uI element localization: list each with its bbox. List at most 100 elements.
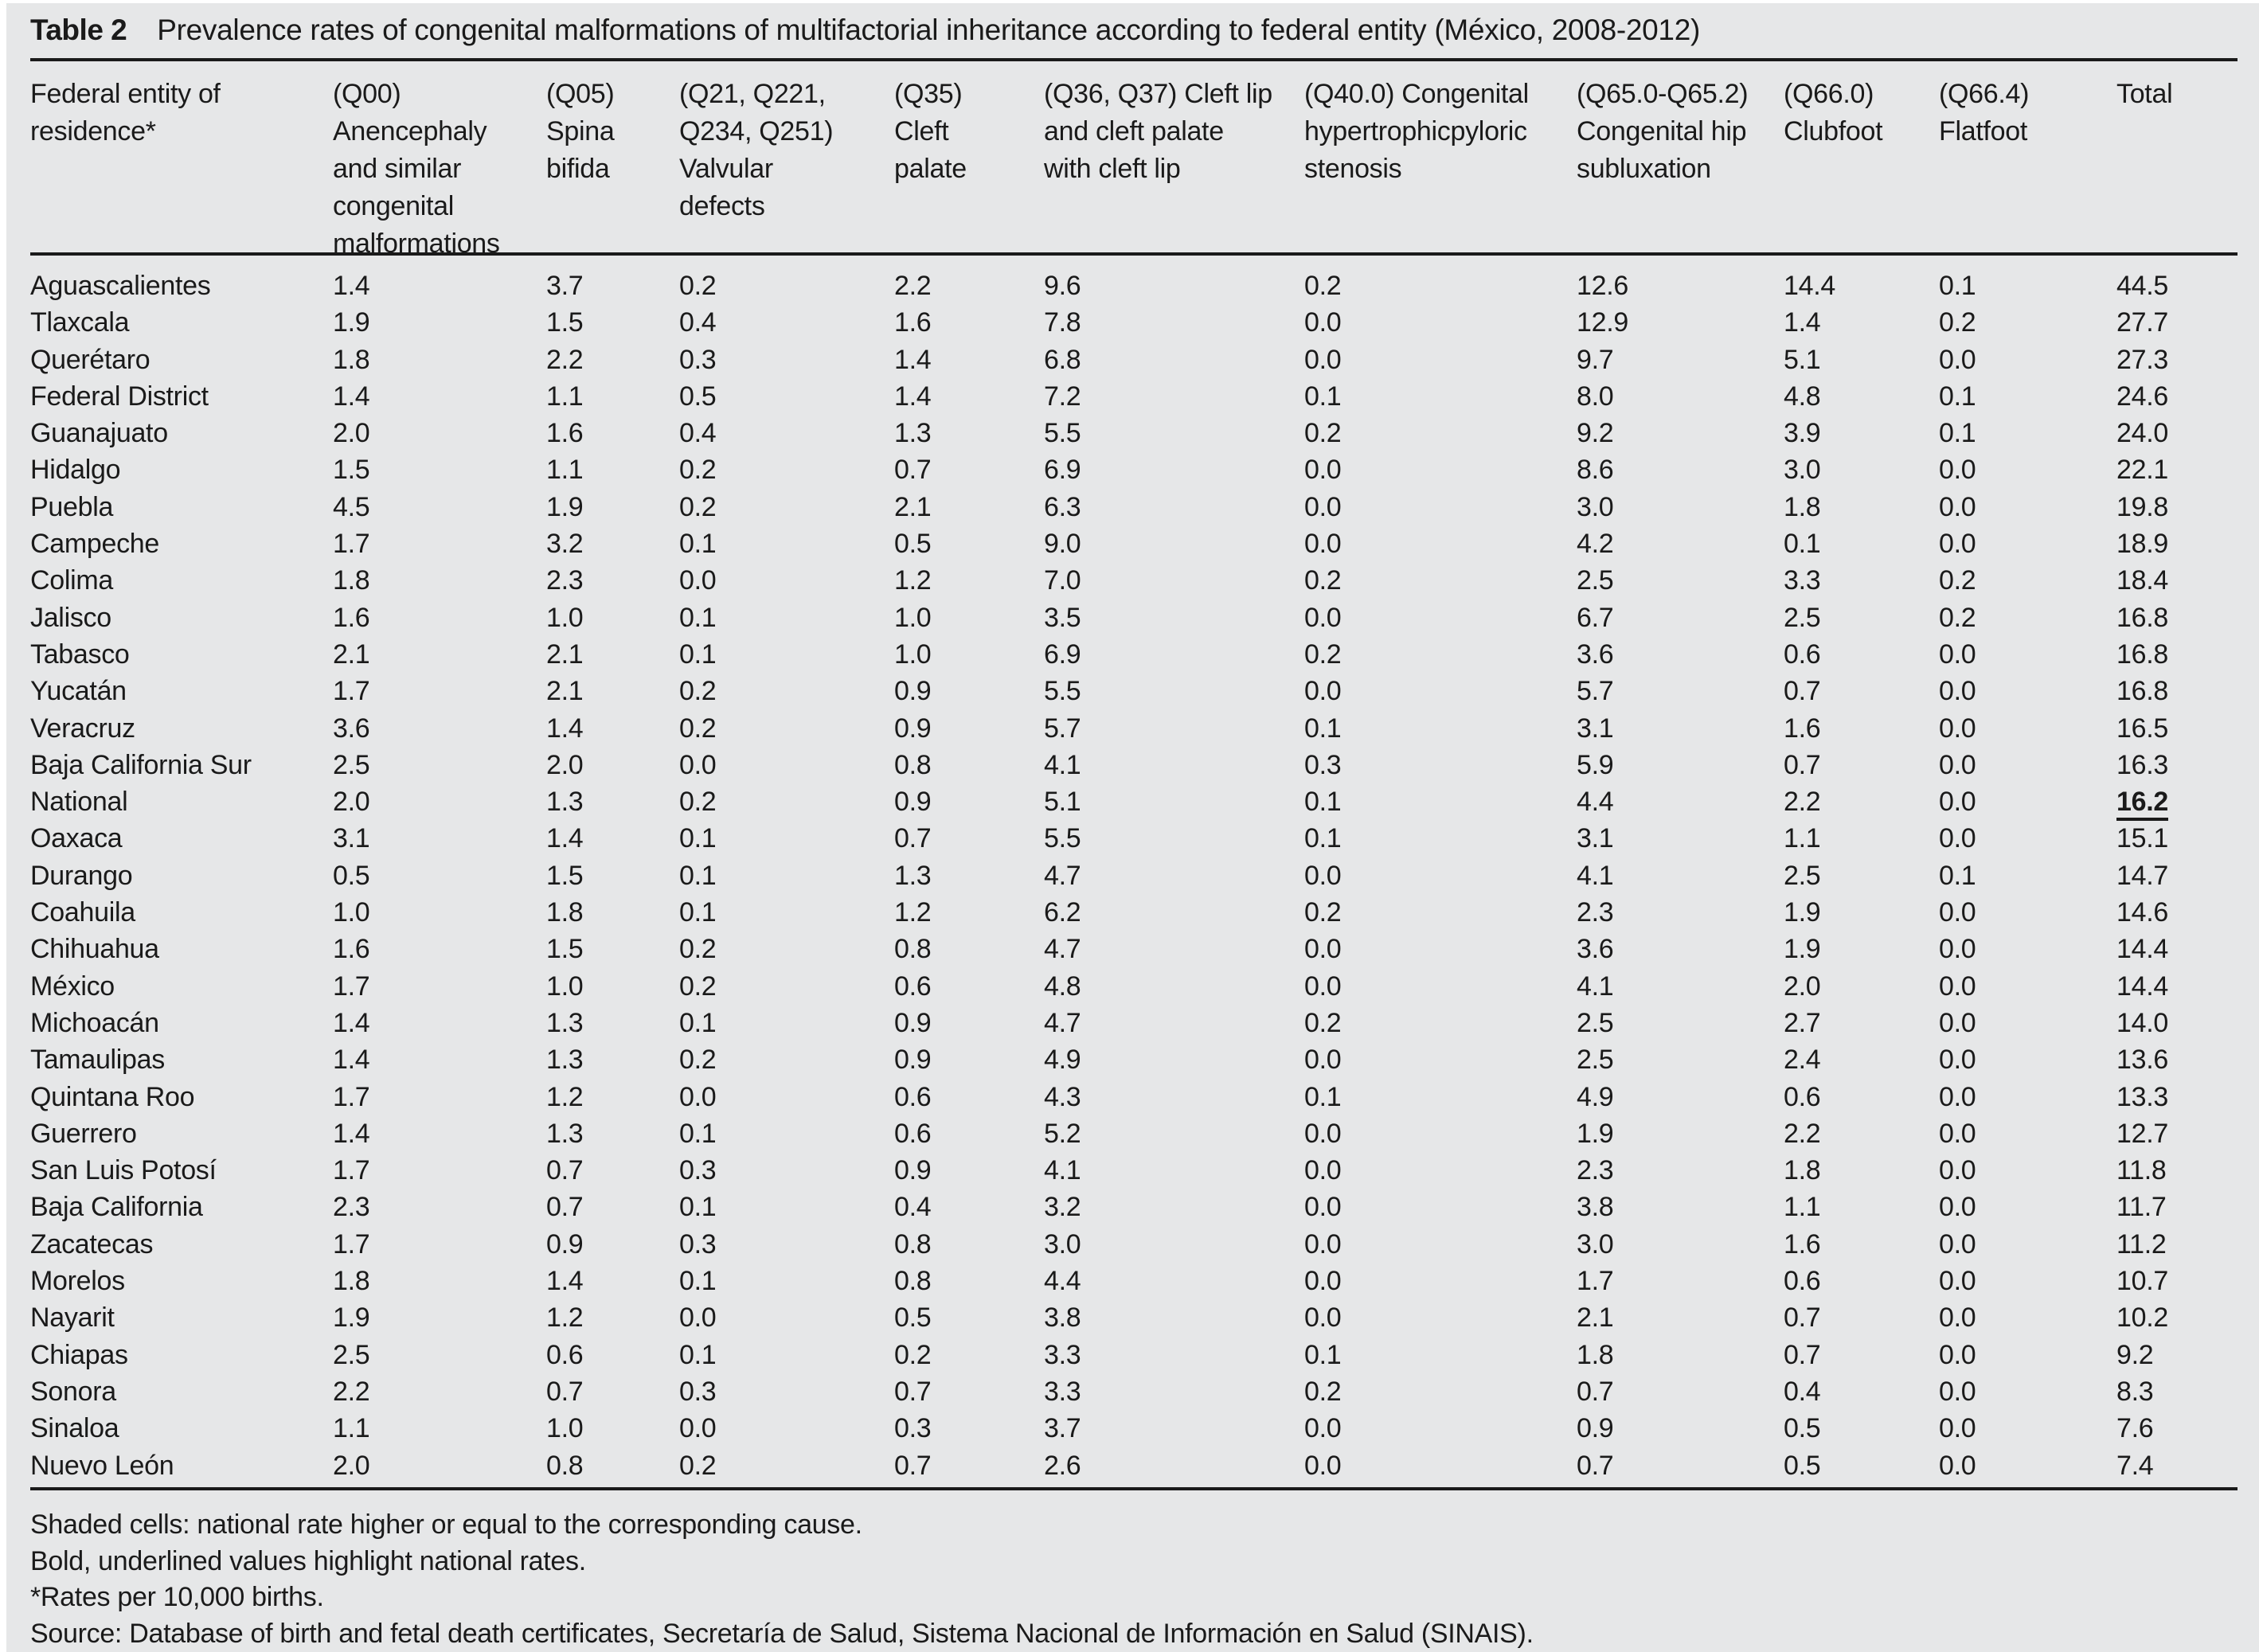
value-cell: 0.0 [1304, 1266, 1342, 1297]
value-cell: 0.7 [894, 823, 932, 854]
table-body: Aguascalientes 1.4 3.7 0.2 2.2 9.6 0.2 12.6 14.4… [30, 268, 2238, 1484]
value-cell: 2.4 [1784, 1045, 1821, 1076]
value-cell: 3.0 [1577, 491, 1614, 522]
total-cell: 9.2 [2116, 1339, 2154, 1370]
value-cell: 0.9 [894, 1155, 932, 1186]
value-cell: 2.3 [546, 565, 584, 596]
entity-cell: Tamaulipas [30, 1045, 165, 1076]
value-cell: 0.0 [1939, 713, 1976, 744]
value-cell: 3.7 [546, 271, 584, 301]
value-cell: 3.3 [1044, 1339, 1081, 1370]
column-header-line: (Q05) [546, 79, 615, 109]
value-cell: 0.0 [1304, 1302, 1342, 1334]
value-cell: 0.7 [546, 1155, 584, 1186]
value-cell: 4.2 [1577, 529, 1614, 560]
entity-cell: Morelos [30, 1266, 125, 1297]
value-cell: 0.7 [894, 1376, 932, 1407]
value-cell: 0.0 [1939, 1081, 1976, 1112]
value-cell: 0.1 [679, 1192, 717, 1223]
value-cell: 0.1 [1304, 381, 1342, 412]
column-header-line: congenital [333, 191, 455, 221]
value-cell: 0.7 [894, 1450, 932, 1481]
value-cell: 4.1 [1044, 1155, 1081, 1186]
value-cell: 1.4 [546, 823, 584, 854]
value-cell: 0.2 [1304, 565, 1342, 596]
column-header-line: with cleft lip [1044, 154, 1181, 184]
value-cell: 0.1 [1784, 529, 1821, 560]
value-cell: 4.7 [1044, 934, 1081, 965]
column-header-total: Total [2116, 76, 2238, 263]
total-cell: 7.6 [2116, 1413, 2154, 1444]
table-header-row: Federal entity of residence* (Q00) Anenceph… [30, 76, 2238, 263]
value-cell: 1.9 [546, 491, 584, 522]
column-header-line: Cleft [894, 116, 949, 146]
value-cell: 0.7 [1784, 676, 1821, 707]
entity-cell: Coahuila [30, 897, 135, 928]
value-cell: 0.0 [679, 749, 717, 780]
value-cell: 4.7 [1044, 860, 1081, 891]
value-cell: 5.1 [1784, 344, 1821, 375]
column-header-line: hypertrophicpyloric [1304, 116, 1527, 146]
total-cell: 14.6 [2116, 897, 2168, 928]
value-cell: 0.6 [894, 1118, 932, 1149]
entity-cell: Michoacán [30, 1007, 159, 1038]
value-cell: 1.9 [1577, 1118, 1614, 1149]
value-cell: 0.2 [1304, 418, 1342, 449]
entity-cell: Sonora [30, 1376, 116, 1407]
value-cell: 1.1 [333, 1413, 370, 1444]
value-cell: 2.5 [333, 1339, 370, 1370]
value-cell: 0.7 [1577, 1376, 1614, 1407]
value-cell: 2.1 [1577, 1302, 1614, 1334]
value-cell: 0.9 [894, 713, 932, 744]
value-cell: 1.4 [1784, 307, 1821, 338]
value-cell: 0.2 [1304, 1007, 1342, 1038]
value-cell: 4.5 [333, 491, 370, 522]
value-cell: 9.2 [1577, 418, 1614, 449]
total-cell: 27.7 [2116, 307, 2168, 338]
entity-cell: Baja California Sur [30, 749, 252, 780]
value-cell: 1.6 [1784, 713, 1821, 744]
value-cell: 6.8 [1044, 344, 1081, 375]
value-cell: 2.3 [1577, 897, 1614, 928]
value-cell: 1.4 [333, 271, 370, 301]
column-header-line: palate [894, 154, 967, 184]
value-cell: 0.6 [1784, 1266, 1821, 1297]
value-cell: 1.3 [894, 860, 932, 891]
value-cell: 3.0 [1044, 1228, 1081, 1260]
column-header-q35: (Q35) Cleft palate [894, 76, 1044, 263]
value-cell: 1.0 [894, 602, 932, 633]
total-cell: 11.8 [2116, 1155, 2167, 1186]
total-cell: 14.4 [2116, 934, 2168, 965]
value-cell: 1.7 [333, 529, 370, 560]
value-cell: 3.1 [1577, 713, 1614, 744]
value-cell: 0.1 [1304, 1339, 1342, 1370]
value-cell: 0.0 [1939, 1155, 1976, 1186]
value-cell: 1.9 [1784, 934, 1821, 965]
value-cell: 5.2 [1044, 1118, 1081, 1149]
value-cell: 3.0 [1784, 455, 1821, 486]
value-cell: 0.0 [1939, 1228, 1976, 1260]
value-cell: 0.0 [679, 565, 717, 596]
entity-cell: Durango [30, 860, 133, 891]
entity-cell: Chihuahua [30, 934, 159, 965]
column-header-line: Total [2116, 79, 2173, 109]
value-cell: 3.7 [1044, 1413, 1081, 1444]
value-cell: 0.0 [1939, 1413, 1976, 1444]
value-cell: 5.7 [1044, 713, 1081, 744]
total-cell: 24.0 [2116, 418, 2168, 449]
value-cell: 0.9 [1577, 1413, 1614, 1444]
total-cell: 16.3 [2116, 749, 2168, 780]
value-cell: 0.5 [333, 860, 370, 891]
value-cell: 3.8 [1044, 1302, 1081, 1334]
value-cell: 0.6 [1784, 639, 1821, 670]
value-cell: 1.2 [894, 897, 932, 928]
value-cell: 1.7 [333, 1081, 370, 1112]
value-cell: 0.1 [679, 529, 717, 560]
value-cell: 5.1 [1044, 787, 1081, 818]
value-cell: 3.8 [1577, 1192, 1614, 1223]
value-cell: 0.0 [1304, 1192, 1342, 1223]
value-cell: 2.1 [333, 639, 370, 670]
value-cell: 0.7 [1577, 1450, 1614, 1481]
value-cell: 9.6 [1044, 271, 1081, 301]
entity-cell: Sinaloa [30, 1413, 119, 1444]
